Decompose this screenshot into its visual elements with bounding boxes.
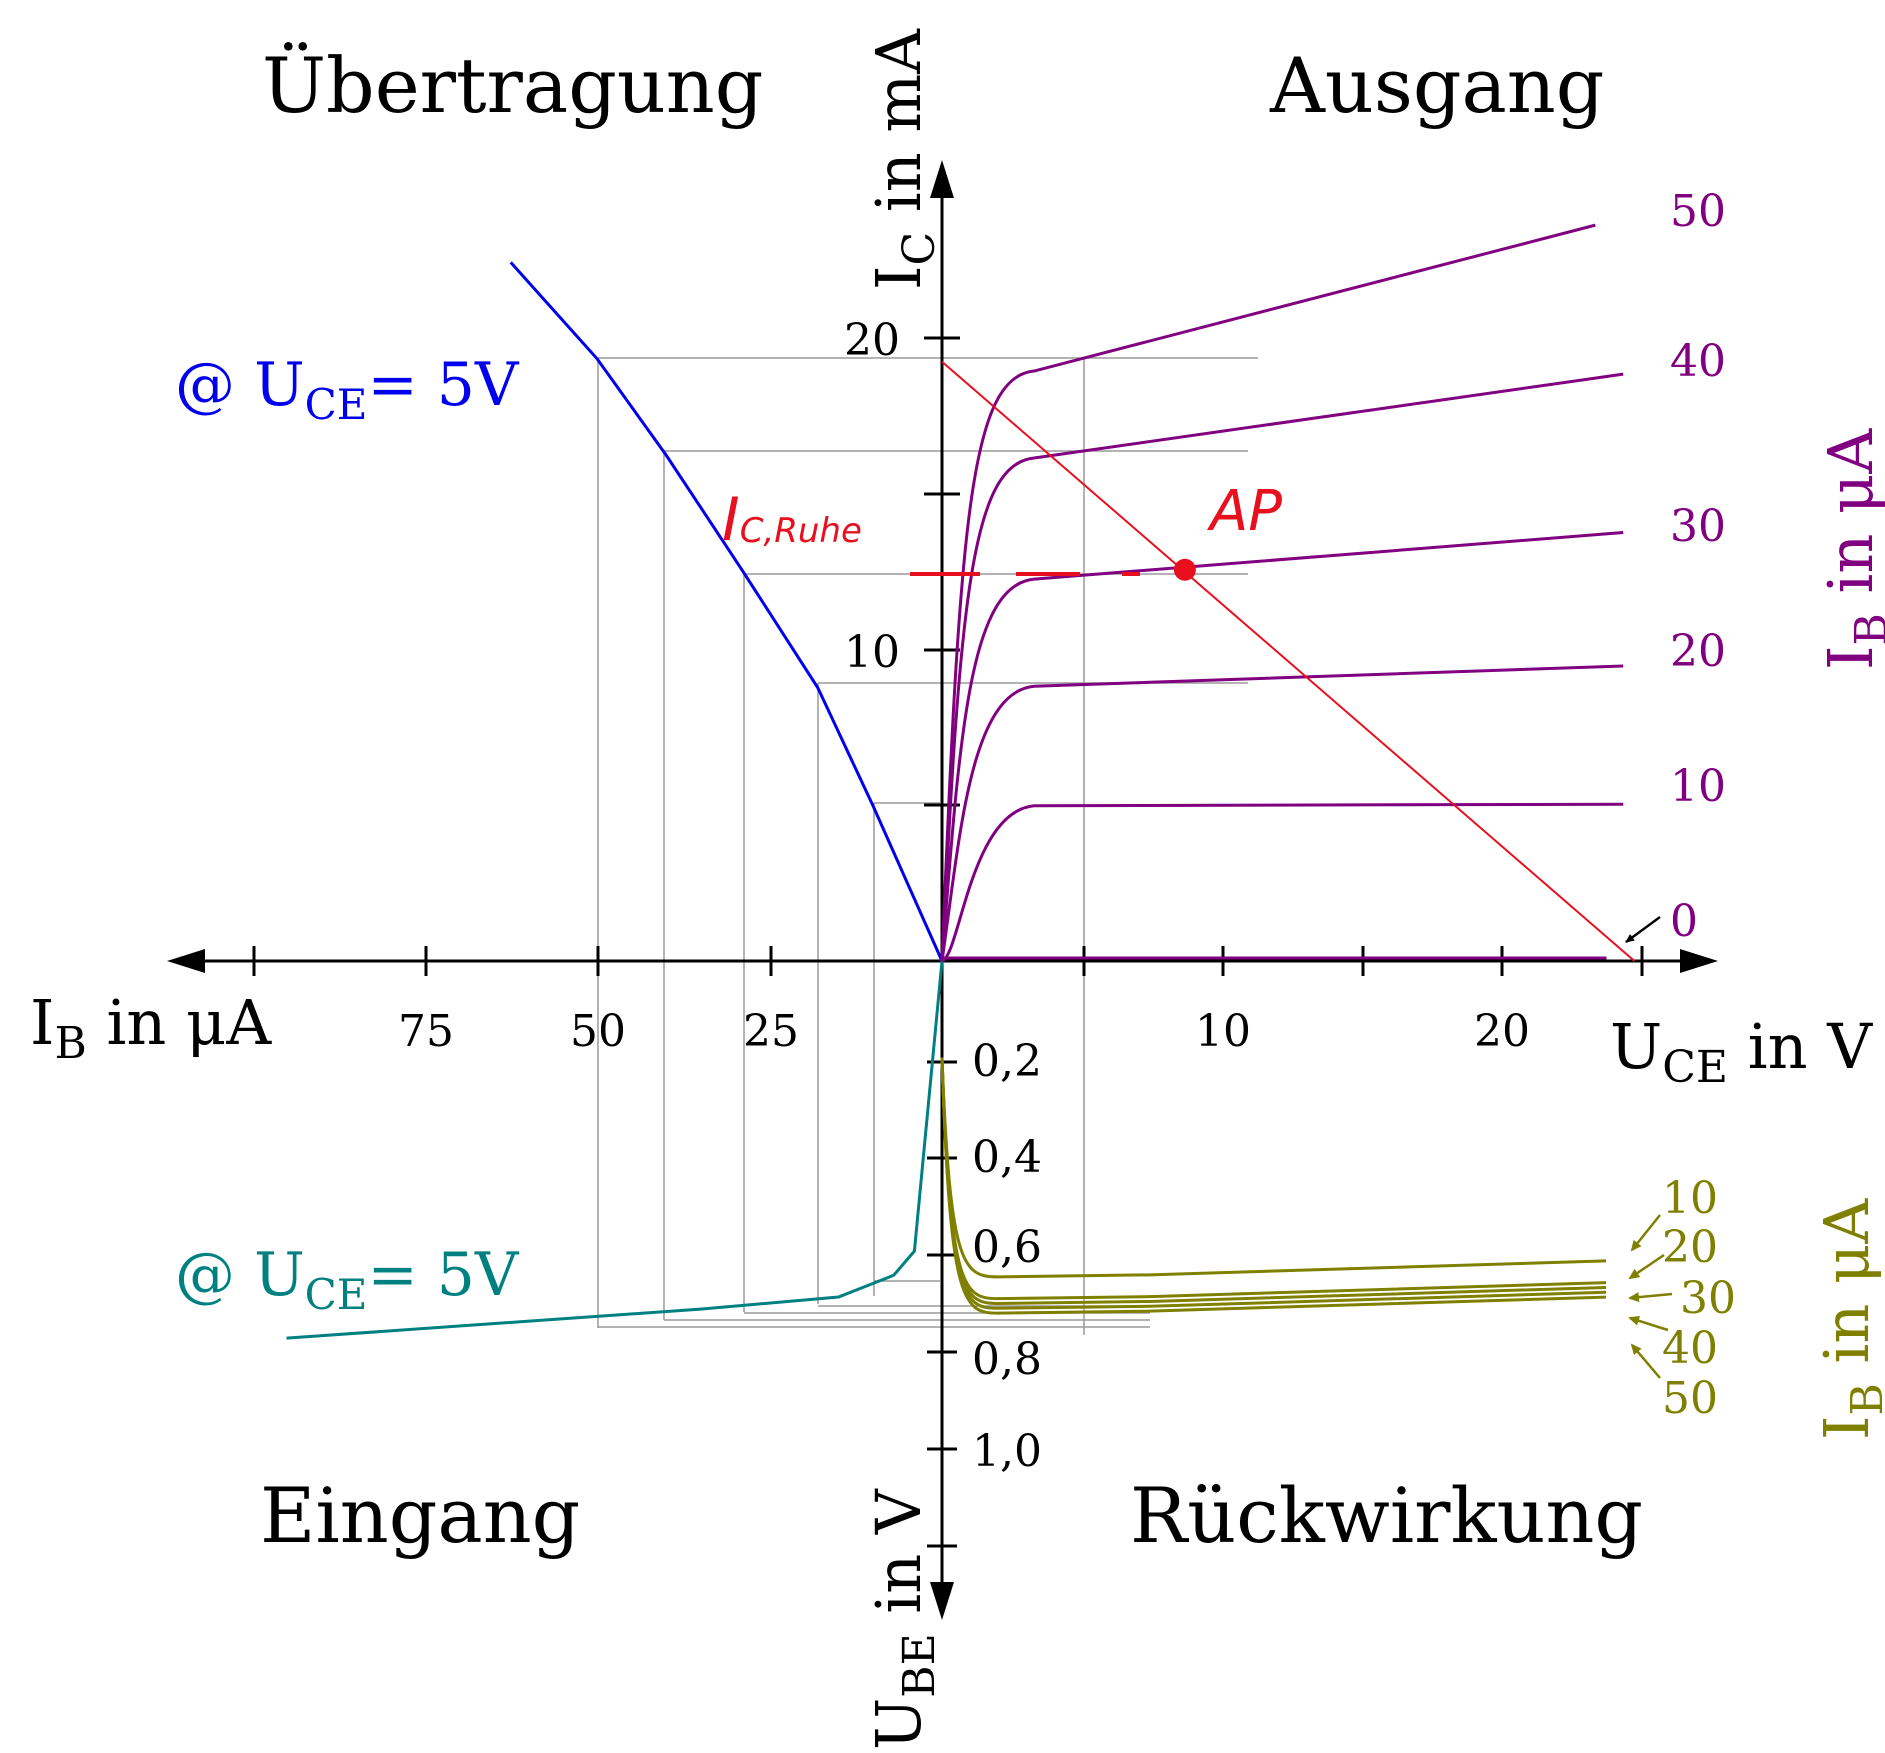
- quadrant-title-feedback: Rückwirkung: [1130, 1471, 1643, 1560]
- tick-ube-0-6: 0,6: [972, 1222, 1042, 1273]
- output-series-label-30: 30: [1670, 501, 1726, 552]
- output-series-label-50: 50: [1670, 186, 1726, 237]
- quadrant-title-output: Ausgang: [1269, 41, 1604, 130]
- transfer-curve: [509, 261, 944, 962]
- output-series-label-40: 40: [1670, 336, 1726, 387]
- feedback-pointer-50: [1630, 1343, 1661, 1379]
- ube-axis-arrow-down: [930, 1582, 954, 1620]
- quadrant-title-input: Eingang: [260, 1471, 580, 1560]
- output-series-label-20: 20: [1670, 626, 1726, 677]
- output-series-labels: 0 10 20 30 40 50: [1670, 186, 1726, 947]
- uce-axis-arrow-right: [1680, 949, 1718, 973]
- grid-lines: [597, 357, 1258, 1335]
- tick-ib-25: 25: [743, 1006, 799, 1057]
- condition-labels: @ UCE= 5V @ UCE= 5V: [175, 350, 520, 1319]
- output-series-label-0: 0: [1670, 896, 1698, 947]
- output-curve-ib-10: [941, 802, 1624, 963]
- feedback-series-label-20: 20: [1662, 1222, 1718, 1273]
- feedback-pointer-30: [1628, 1292, 1673, 1303]
- feedback-series-label-10: 10: [1662, 1173, 1718, 1224]
- tick-ic-20: 20: [844, 315, 900, 366]
- input-curve: [286, 960, 944, 1340]
- ib-series-label-feedback: IB in μA: [1810, 1198, 1885, 1440]
- ic-ruhe-label: IC,Ruhe: [722, 485, 862, 555]
- ube-axis-label: UBE in V: [862, 1488, 945, 1750]
- output-curve-ib-30: [940, 531, 1624, 962]
- tick-ib-50: 50: [570, 1006, 626, 1057]
- axis-labels: IC in mA UBE in V IB in μA UCE in V IB i…: [30, 28, 1885, 1750]
- tick-ube-0-8: 0,8: [972, 1334, 1042, 1385]
- load-line: [941, 360, 1636, 962]
- condition-input: @ UCE= 5V: [175, 1240, 520, 1319]
- tick-uce-20: 20: [1474, 1006, 1530, 1057]
- feedback-curves-group: [940, 1057, 1673, 1379]
- feedback-pointer-40: [1628, 1315, 1669, 1332]
- output-series-label-10: 10: [1670, 761, 1726, 812]
- operating-point-label: AP: [1207, 479, 1282, 544]
- axis-arrowheads: [167, 160, 1718, 1620]
- feedback-series-label-30: 30: [1680, 1273, 1736, 1324]
- ib-series-label-output: IB in μA: [1814, 428, 1885, 670]
- ib-axis-label: IB in μA: [30, 986, 272, 1069]
- tick-uce-10: 10: [1195, 1006, 1251, 1057]
- feedback-series-label-40: 40: [1662, 1323, 1718, 1374]
- feedback-pointer-20: [1628, 1253, 1665, 1280]
- condition-transfer: @ UCE= 5V: [175, 350, 520, 429]
- feedback-curve-ib-50: [940, 1057, 1607, 1315]
- tick-ube-0-2: 0,2: [972, 1036, 1042, 1087]
- tick-ube-0-4: 0,4: [972, 1132, 1042, 1183]
- quadrant-titles: Übertragung Ausgang Eingang Rückwirkung: [260, 41, 1643, 1560]
- handwritten-annotations: AP IC,Ruhe: [722, 479, 1282, 555]
- transfer-curve-group: [509, 261, 944, 962]
- output-curves-group: [940, 223, 1661, 963]
- ic-axis-arrow-up: [930, 160, 954, 198]
- ic-axis-label: IC in mA: [862, 28, 945, 290]
- feedback-pointer-10: [1630, 1214, 1661, 1252]
- output-curve-ib-20: [940, 664, 1624, 962]
- tick-labels: 20 10 75 50 25 10 20 0,2 0,4 0,6 0,8 1,0: [398, 315, 1530, 1477]
- uce-axis-label: UCE in V: [1610, 1010, 1873, 1093]
- quadrant-title-transfer: Übertragung: [262, 41, 763, 130]
- axis-ticks: [252, 336, 1644, 1548]
- output-zero-pointer: [1625, 915, 1661, 944]
- tick-ic-10: 10: [844, 627, 900, 678]
- tick-ib-75: 75: [398, 1006, 454, 1057]
- feedback-series-label-50: 50: [1662, 1373, 1718, 1424]
- ib-axis-arrow-left: [167, 949, 205, 973]
- operating-point-marker: [1173, 558, 1196, 581]
- output-curve-ib-40: [940, 372, 1624, 962]
- loadline-group: [941, 360, 1636, 962]
- output-curve-ib-50: [940, 223, 1596, 962]
- input-curve-group: [286, 960, 944, 1340]
- tick-ube-1-0: 1,0: [972, 1426, 1042, 1477]
